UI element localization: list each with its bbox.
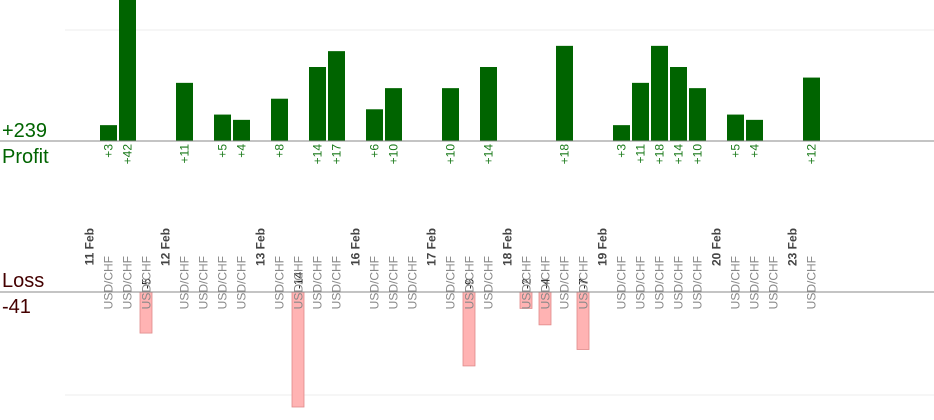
profit-value-label: +11	[634, 144, 648, 164]
profit-bar	[309, 67, 326, 141]
profit-value-label: +14	[482, 144, 496, 165]
date-label: 12 Feb	[159, 228, 173, 266]
date-label: 11 Feb	[83, 228, 97, 265]
profit-bar	[385, 88, 402, 141]
date-label: 18 Feb	[501, 228, 515, 266]
pair-label: USD/CHF	[216, 256, 230, 309]
date-label: 13 Feb	[254, 228, 268, 266]
loss-value-label: -7	[577, 278, 591, 289]
pair-label: USD/CHF	[520, 256, 534, 309]
profit-value-label: +8	[273, 144, 287, 158]
pair-label: USD/CHF	[292, 256, 306, 309]
loss-label: Loss	[2, 270, 44, 292]
profit-value-label: +12	[805, 144, 819, 165]
profit-bars	[100, 0, 820, 142]
profit-value-label: +5	[729, 144, 743, 158]
profit-value-label: +14	[672, 144, 686, 165]
profit-value-label: +18	[558, 144, 572, 165]
pair-label: USD/CHF	[463, 256, 477, 309]
profit-bar	[119, 0, 136, 141]
loss-value-label: -9	[463, 278, 477, 289]
pair-label: USD/CHF	[634, 256, 648, 309]
date-label: 16 Feb	[349, 228, 363, 266]
profit-value-label: +3	[102, 144, 116, 158]
pair-label: USD/CHF	[539, 256, 553, 309]
profit-bar	[176, 82, 193, 141]
category-labels: 11 Feb USD/CHF USD/CHF USD/CHF 12 Feb USD/CHF…	[83, 228, 819, 309]
profit-bar	[651, 45, 668, 141]
profit-value-label: +3	[615, 144, 629, 158]
loss-value-label: -4	[539, 278, 553, 289]
profit-value-label: +42	[121, 144, 135, 165]
profit-value-label: +17	[330, 144, 344, 165]
profit-bar	[632, 82, 649, 141]
profit-value-label: +4	[748, 144, 762, 158]
pair-label: USD/CHF	[121, 256, 135, 309]
pair-label: USD/CHF	[140, 256, 154, 309]
pair-label: USD/CHF	[615, 256, 629, 309]
pair-label: USD/CHF	[102, 256, 116, 309]
pair-label: USD/CHF	[482, 256, 496, 309]
loss-value-label: -2	[520, 278, 534, 289]
profit-bar	[214, 114, 231, 141]
value-labels: +3 +42 -5 +11 +5 +4 +8 -14 +14 +17 +6 +10 +10 -9 +14 -2…	[102, 144, 819, 289]
pair-label: USD/CHF	[672, 256, 686, 309]
pair-label: USD/CHF	[235, 256, 249, 309]
loss-value-label: -5	[140, 278, 154, 289]
profit-bar	[746, 119, 763, 141]
profit-value-label: +10	[444, 144, 458, 165]
pair-label: USD/CHF	[387, 256, 401, 309]
profit-value-label: +10	[691, 144, 705, 165]
profit-value-label: +14	[311, 144, 325, 165]
profit-bar	[442, 88, 459, 141]
profit-value-label: +10	[387, 144, 401, 165]
profit-bar	[803, 77, 820, 141]
profit-bar	[328, 51, 345, 142]
profit-bar	[689, 88, 706, 141]
profit-bar	[556, 45, 573, 141]
date-label: 20 Feb	[710, 228, 724, 266]
profit-bar	[480, 67, 497, 141]
loss-value-label: -14	[292, 271, 306, 289]
pair-label: USD/CHF	[330, 256, 344, 309]
profit-bar	[613, 125, 630, 141]
pair-label: USD/CHF	[311, 256, 325, 309]
profit-value-label: +5	[216, 144, 230, 158]
profit-bar	[233, 119, 250, 141]
pair-label: USD/CHF	[406, 256, 420, 309]
pair-label: USD/CHF	[691, 256, 705, 309]
pair-label: USD/CHF	[368, 256, 382, 309]
pair-label: USD/CHF	[748, 256, 762, 309]
profit-bar	[670, 67, 687, 141]
pair-label: USD/CHF	[273, 256, 287, 309]
pair-label: USD/CHF	[178, 256, 192, 309]
date-label: 17 Feb	[425, 228, 439, 266]
profit-value-label: +4	[235, 144, 249, 158]
pair-label: USD/CHF	[653, 256, 667, 309]
profit-bar	[100, 125, 117, 141]
date-label: 23 Feb	[786, 228, 800, 266]
loss-total: -41	[2, 296, 31, 318]
profit-bar	[366, 109, 383, 141]
pair-label: USD/CHF	[577, 256, 591, 309]
profit-value-label: +11	[178, 144, 192, 164]
pair-label: USD/CHF	[805, 256, 819, 309]
pair-label: USD/CHF	[197, 256, 211, 309]
loss-bars	[139, 291, 590, 408]
profit-bar	[271, 98, 288, 141]
profit-value-label: +18	[653, 144, 667, 165]
profit-value-label: +6	[368, 144, 382, 158]
pair-label: USD/CHF	[767, 256, 781, 309]
profit-label: Profit	[2, 146, 49, 168]
profit-total: +239	[2, 120, 47, 142]
date-label: 19 Feb	[596, 228, 610, 266]
profit-bar	[727, 114, 744, 141]
pair-label: USD/CHF	[729, 256, 743, 309]
pair-label: USD/CHF	[444, 256, 458, 309]
pair-label: USD/CHF	[558, 256, 572, 309]
